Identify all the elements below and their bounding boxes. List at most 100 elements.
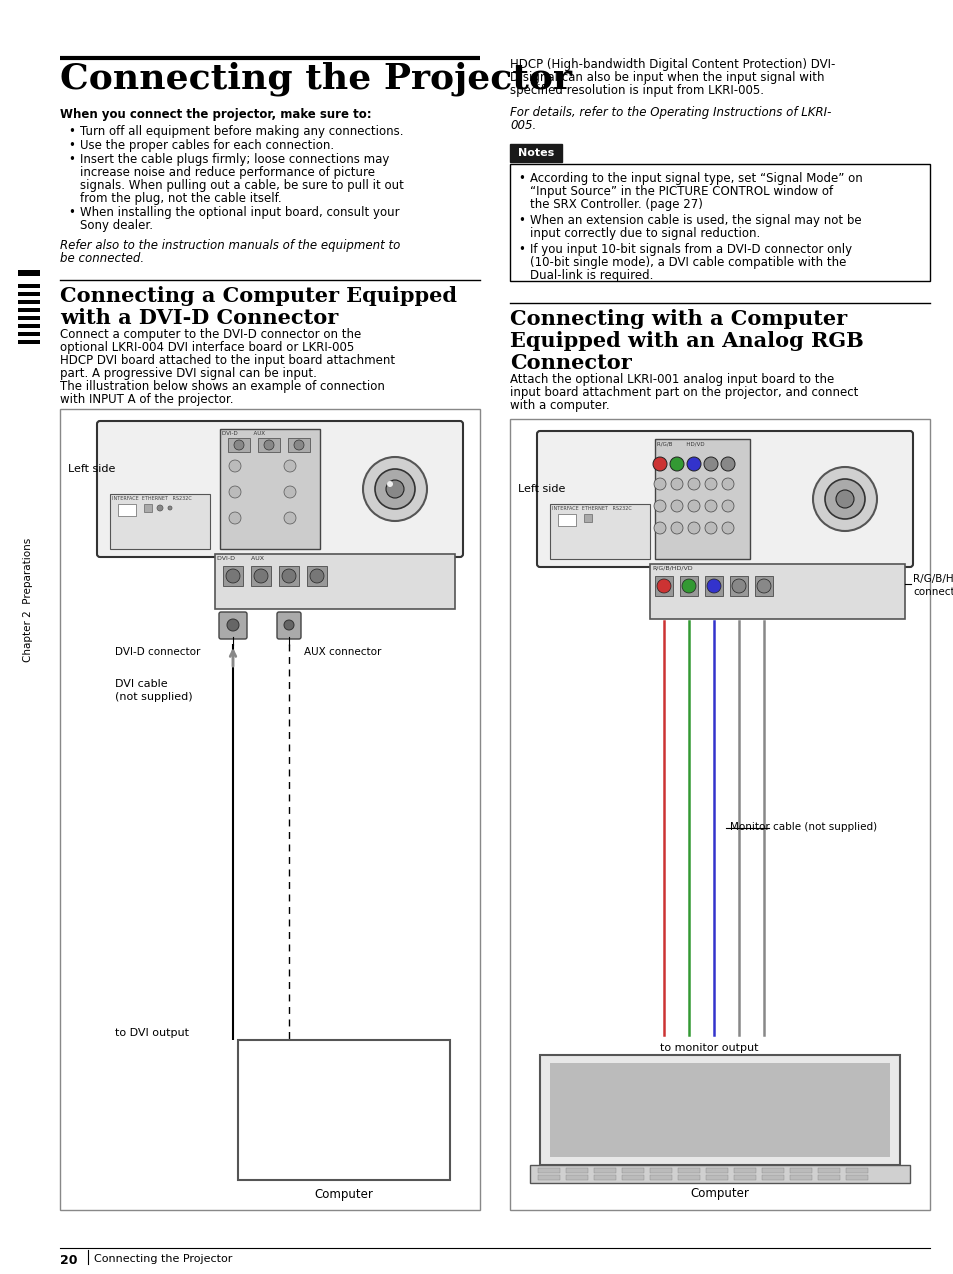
Text: When an extension cable is used, the signal may not be: When an extension cable is used, the sig… <box>530 214 861 227</box>
Circle shape <box>704 499 717 512</box>
Bar <box>539 1055 899 1164</box>
Bar <box>278 566 298 586</box>
Text: The illustration below shows an example of connection: The illustration below shows an example … <box>60 380 384 392</box>
Bar <box>220 429 319 549</box>
Circle shape <box>386 480 403 498</box>
Bar <box>18 270 40 276</box>
Circle shape <box>687 522 700 534</box>
Circle shape <box>229 512 241 524</box>
Circle shape <box>375 469 415 510</box>
Text: R/G/B/HD/VD: R/G/B/HD/VD <box>912 575 953 583</box>
Text: Connecting the Projector: Connecting the Projector <box>60 62 572 97</box>
Text: (10-bit single mode), a DVI cable compatible with the: (10-bit single mode), a DVI cable compat… <box>530 256 845 269</box>
Text: Connect a computer to the DVI-D connector on the: Connect a computer to the DVI-D connecto… <box>60 327 361 341</box>
Bar <box>733 1175 755 1180</box>
Bar <box>679 576 698 596</box>
Text: •: • <box>517 172 524 185</box>
Circle shape <box>835 490 853 508</box>
Bar <box>537 1175 559 1180</box>
Circle shape <box>294 440 304 450</box>
Text: Connecting with a Computer: Connecting with a Computer <box>510 310 846 329</box>
Text: increase noise and reduce performance of picture: increase noise and reduce performance of… <box>80 166 375 180</box>
Bar <box>845 1175 867 1180</box>
Circle shape <box>652 457 666 471</box>
Circle shape <box>168 506 172 510</box>
Text: Notes: Notes <box>517 148 554 158</box>
Circle shape <box>812 468 876 531</box>
Circle shape <box>703 457 718 471</box>
Text: Use the proper cables for each connection.: Use the proper cables for each connectio… <box>80 139 334 152</box>
Text: Refer also to the instruction manuals of the equipment to: Refer also to the instruction manuals of… <box>60 240 400 252</box>
Circle shape <box>264 440 274 450</box>
Text: R/G/B        HD/VD: R/G/B HD/VD <box>657 441 704 446</box>
Circle shape <box>721 522 733 534</box>
Circle shape <box>704 522 717 534</box>
Bar <box>223 566 243 586</box>
Bar <box>60 409 479 1210</box>
Text: Connecting a Computer Equipped: Connecting a Computer Equipped <box>60 285 456 306</box>
Bar <box>789 1168 811 1173</box>
Text: with INPUT A of the projector.: with INPUT A of the projector. <box>60 392 233 406</box>
Bar <box>110 494 210 549</box>
Text: When you connect the projector, make sure to:: When you connect the projector, make sur… <box>60 108 372 121</box>
Text: (not supplied): (not supplied) <box>115 692 193 702</box>
Text: •: • <box>68 139 74 152</box>
Bar <box>583 513 592 522</box>
Bar <box>621 1175 643 1180</box>
Bar <box>510 419 929 1210</box>
Text: DVI-D        AUX: DVI-D AUX <box>216 555 264 561</box>
Bar <box>144 505 152 512</box>
Text: Connector: Connector <box>510 353 631 373</box>
Bar <box>537 1168 559 1173</box>
Circle shape <box>824 479 864 519</box>
Text: 20: 20 <box>60 1254 77 1268</box>
Text: part. A progressive DVI signal can be input.: part. A progressive DVI signal can be in… <box>60 367 316 380</box>
Bar <box>678 1175 700 1180</box>
Bar <box>649 1175 671 1180</box>
Circle shape <box>687 499 700 512</box>
Text: •: • <box>68 153 74 166</box>
Circle shape <box>310 569 324 583</box>
Text: When installing the optional input board, consult your: When installing the optional input board… <box>80 206 399 219</box>
Bar <box>655 576 672 596</box>
Text: •: • <box>68 125 74 138</box>
Text: with a DVI-D Connector: with a DVI-D Connector <box>60 308 338 327</box>
Text: DVI-D         AUX: DVI-D AUX <box>222 431 265 436</box>
Text: R/G/B/HD/VD: R/G/B/HD/VD <box>651 566 692 571</box>
Bar <box>237 1040 450 1180</box>
Text: “Input Source” in the PICTURE CONTROL window of: “Input Source” in the PICTURE CONTROL wi… <box>530 185 832 197</box>
Bar <box>733 1168 755 1173</box>
Text: INTERFACE  ETHERNET   RS232C: INTERFACE ETHERNET RS232C <box>112 496 192 501</box>
Bar <box>18 284 40 288</box>
Text: to monitor output: to monitor output <box>659 1043 758 1054</box>
Bar <box>18 340 40 344</box>
Text: Chapter 2  Preparations: Chapter 2 Preparations <box>23 538 33 662</box>
Text: 005.: 005. <box>510 118 536 132</box>
Text: Connecting the Projector: Connecting the Projector <box>94 1254 233 1264</box>
Text: •: • <box>517 214 524 227</box>
Bar <box>705 1168 727 1173</box>
Circle shape <box>284 460 295 471</box>
Circle shape <box>253 569 268 583</box>
Circle shape <box>670 522 682 534</box>
Text: Insert the cable plugs firmly; loose connections may: Insert the cable plugs firmly; loose con… <box>80 153 389 166</box>
Text: signals. When pulling out a cable, be sure to pull it out: signals. When pulling out a cable, be su… <box>80 180 403 192</box>
Text: optional LKRI-004 DVI interface board or LKRI-005: optional LKRI-004 DVI interface board or… <box>60 341 354 354</box>
Text: •: • <box>517 243 524 256</box>
Bar <box>649 1168 671 1173</box>
Bar <box>558 513 576 526</box>
Bar <box>510 164 929 282</box>
Circle shape <box>284 512 295 524</box>
Circle shape <box>731 578 745 592</box>
Text: Turn off all equipment before making any connections.: Turn off all equipment before making any… <box>80 125 403 138</box>
Text: DVI-D connector: DVI-D connector <box>115 647 200 657</box>
Bar <box>18 299 40 304</box>
FancyBboxPatch shape <box>219 612 247 640</box>
Bar <box>594 1168 616 1173</box>
Bar <box>845 1168 867 1173</box>
Circle shape <box>282 569 295 583</box>
Bar <box>228 438 250 452</box>
Circle shape <box>706 578 720 592</box>
Bar <box>214 554 455 609</box>
FancyBboxPatch shape <box>97 420 462 557</box>
